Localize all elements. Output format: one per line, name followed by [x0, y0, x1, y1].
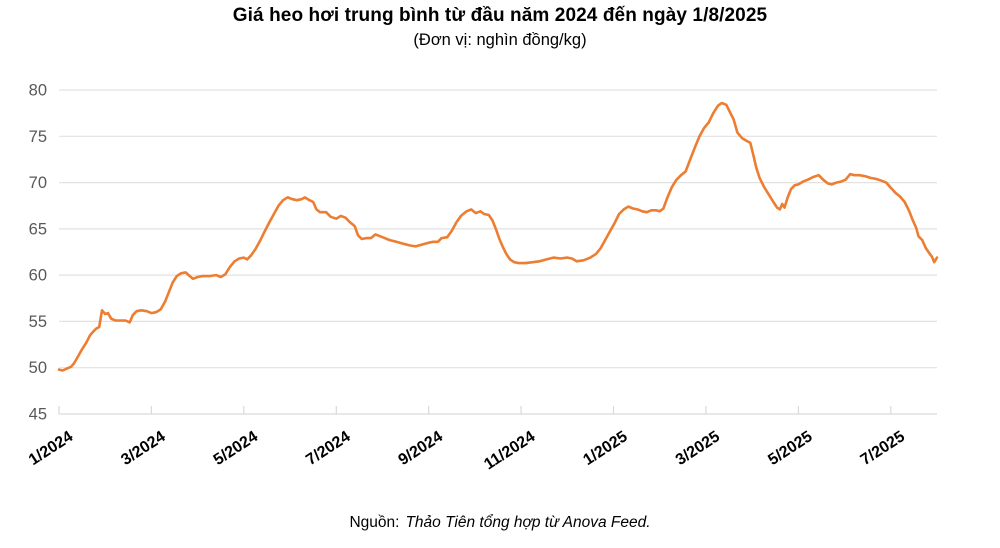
y-tick-label: 60: [29, 267, 47, 285]
x-tick-label: 1/2024: [26, 428, 76, 469]
x-tick-label: 9/2024: [396, 428, 446, 469]
chart-subtitle: (Đơn vị: nghìn đồng/kg): [413, 31, 587, 49]
x-tick-label: 5/2024: [211, 428, 261, 469]
y-tick-label: 75: [29, 128, 47, 146]
x-tick-label: 5/2025: [765, 428, 815, 469]
x-tick-label: 3/2025: [673, 428, 723, 469]
price-series-line: [57, 101, 939, 372]
x-tick-label: 11/2024: [481, 428, 538, 473]
x-tick-label: 7/2025: [858, 428, 908, 469]
y-tick-label: 70: [29, 174, 47, 192]
y-tick-label: 45: [29, 406, 47, 424]
chart-title: Giá heo hơi trung bình từ đầu năm 2024 đ…: [232, 5, 768, 26]
y-tick-label: 50: [29, 359, 47, 377]
y-tick-label: 65: [29, 220, 47, 238]
x-tick-label: 3/2024: [118, 428, 168, 469]
source-line: Nguồn: Thảo Tiên tổng hợp từ Anova Feed.: [0, 514, 1000, 532]
source-text: Thảo Tiên tổng hợp từ Anova Feed.: [405, 514, 651, 531]
y-tick-label: 55: [29, 313, 47, 331]
y-tick-label: 80: [29, 82, 47, 100]
source-label: Nguồn:: [349, 514, 400, 531]
x-tick-label: 7/2024: [303, 428, 353, 469]
x-tick-label: 1/2025: [580, 428, 630, 469]
price-line-chart: 45 50 55 60 65 70 75 80 1/2024 3/2024 5/2024 7/2024…: [26, 82, 939, 473]
